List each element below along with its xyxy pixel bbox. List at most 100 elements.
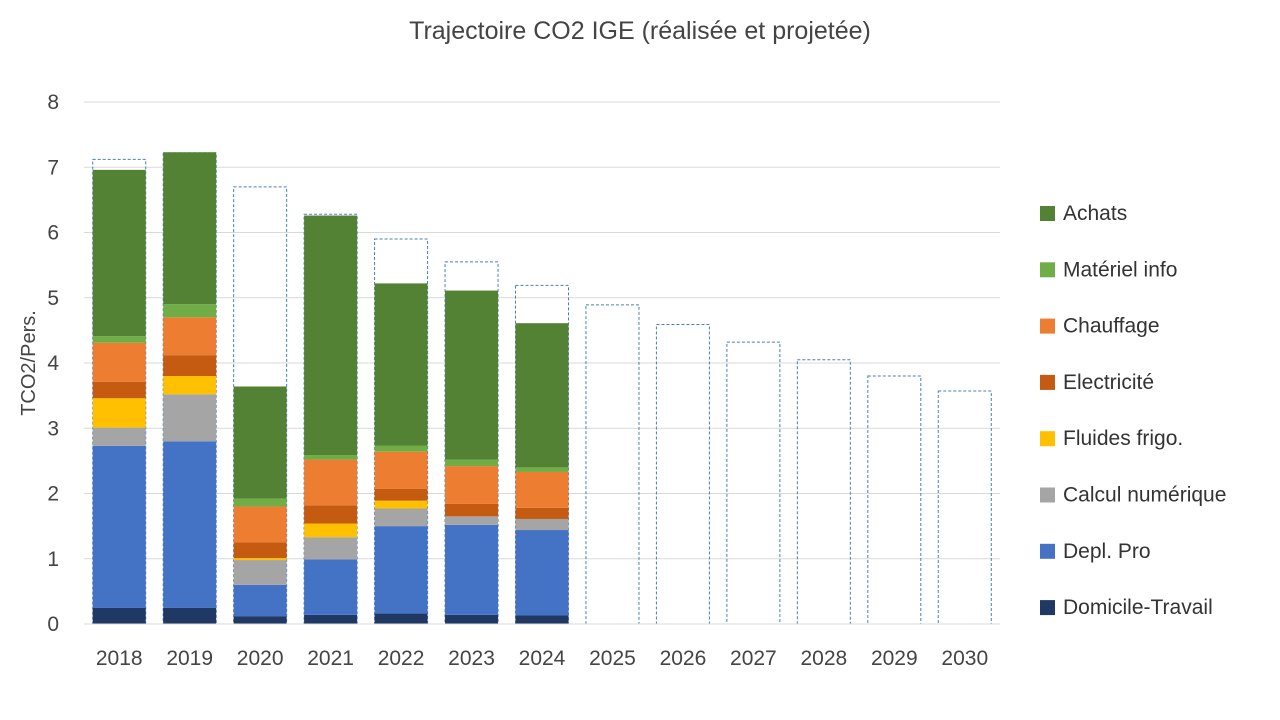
bar-segment-2023 bbox=[445, 459, 499, 467]
x-tick-label: 2018 bbox=[96, 647, 143, 670]
bar-segment-2024 bbox=[515, 507, 569, 519]
bar-segment-2019 bbox=[163, 376, 217, 395]
x-tick-label: 2025 bbox=[589, 647, 636, 670]
x-tick-label: 2023 bbox=[448, 647, 495, 670]
bar-segment-2023 bbox=[445, 516, 499, 525]
bar-segment-2020 bbox=[233, 558, 287, 561]
legend-swatch bbox=[1040, 600, 1055, 616]
legend-label: Chauffage bbox=[1063, 315, 1160, 338]
bar-segment-2021 bbox=[304, 614, 358, 624]
bar-segment-2021 bbox=[304, 537, 358, 560]
legend-label: Electricité bbox=[1063, 371, 1154, 394]
bar-segment-2020 bbox=[233, 560, 287, 585]
bar-segment-2020 bbox=[233, 498, 287, 507]
legend-swatch bbox=[1040, 206, 1055, 221]
bar-segment-2018 bbox=[92, 342, 146, 382]
bar-segment-2018 bbox=[92, 169, 146, 337]
bar-segment-2020 bbox=[233, 506, 287, 543]
bar-segment-2023 bbox=[445, 503, 499, 517]
legend-label: Depl. Pro bbox=[1063, 540, 1151, 563]
x-axis-ticks: 2018 2019 2020 2021 2022 2023 2024 2025 2026 2027… bbox=[96, 647, 988, 670]
legend-label: Domicile-Travail bbox=[1063, 596, 1213, 619]
legend-label: Calcul numérique bbox=[1063, 484, 1226, 507]
legend-swatch bbox=[1040, 374, 1055, 390]
bar-segment-2022 bbox=[374, 508, 428, 527]
bar-segment-2024 bbox=[515, 530, 569, 616]
bar-segment-2018 bbox=[92, 398, 146, 428]
x-tick-label: 2029 bbox=[871, 647, 918, 670]
x-tick-label: 2024 bbox=[519, 647, 566, 670]
bar-segment-2019 bbox=[163, 607, 217, 624]
legend-label: Matériel info bbox=[1063, 258, 1177, 281]
bar-segment-2019 bbox=[163, 355, 217, 377]
legend-swatch bbox=[1040, 431, 1055, 447]
bar-segment-2018 bbox=[92, 445, 146, 608]
bar-segment-2022 bbox=[374, 445, 428, 452]
bar-segment-2019 bbox=[163, 152, 217, 305]
bar-segment-2024 bbox=[515, 615, 569, 624]
projection-bar-2027 bbox=[726, 341, 781, 625]
x-tick-label: 2028 bbox=[800, 647, 847, 670]
x-tick-label: 2026 bbox=[660, 647, 707, 670]
bar-segment-2018 bbox=[92, 427, 146, 446]
projection-bar-2029 bbox=[867, 375, 922, 625]
bar-segment-2023 bbox=[445, 524, 499, 615]
x-tick-label: 2020 bbox=[237, 647, 284, 670]
bar-segment-2021 bbox=[304, 215, 358, 456]
bar-segment-2018 bbox=[92, 381, 146, 399]
x-tick-label: 2027 bbox=[730, 647, 777, 670]
bar-segment-2022 bbox=[374, 526, 428, 614]
legend-label: Fluides frigo. bbox=[1063, 427, 1183, 450]
y-tick-label: 5 bbox=[47, 287, 59, 310]
bar-segment-2024 bbox=[515, 518, 569, 531]
bar-segment-2018 bbox=[92, 607, 146, 624]
bar-segment-2022 bbox=[374, 488, 428, 501]
bar-segment-2019 bbox=[163, 317, 217, 356]
legend-swatch bbox=[1040, 318, 1055, 334]
bar-segment-2023 bbox=[445, 614, 499, 624]
projection-bar-2028 bbox=[796, 359, 851, 625]
bar-segment-2019 bbox=[163, 304, 217, 318]
legend-swatch bbox=[1040, 487, 1055, 503]
y-tick-label: 3 bbox=[47, 417, 59, 440]
x-tick-label: 2022 bbox=[378, 647, 425, 670]
bar-segment-2022 bbox=[374, 613, 428, 624]
y-axis-ticks: 0 1 2 3 4 5 6 7 8 bbox=[47, 91, 59, 636]
bar-segment-2021 bbox=[304, 523, 358, 538]
y-tick-label: 0 bbox=[47, 613, 59, 636]
bar-segment-2021 bbox=[304, 455, 358, 460]
bar-segment-2022 bbox=[374, 500, 428, 509]
legend: Achats Matériel info Chauffage Electricité F… bbox=[1040, 202, 1226, 619]
bar-segment-2020 bbox=[233, 386, 287, 499]
bar-segment-2022 bbox=[374, 283, 428, 446]
legend-swatch bbox=[1040, 543, 1055, 559]
legend-label: Achats bbox=[1063, 202, 1127, 225]
bar-segment-2021 bbox=[304, 559, 358, 615]
x-tick-label: 2019 bbox=[166, 647, 213, 670]
bar-segment-2019 bbox=[163, 441, 217, 608]
y-tick-label: 1 bbox=[47, 548, 59, 571]
bar-segment-2020 bbox=[233, 584, 287, 617]
chart-title: Trajectoire CO2 IGE (réalisée et projeté… bbox=[409, 17, 871, 45]
bar-segment-2021 bbox=[304, 459, 358, 506]
x-tick-label: 2030 bbox=[941, 647, 988, 670]
bar-segment-2020 bbox=[233, 542, 287, 559]
y-axis-title: TCO2/Pers. bbox=[18, 310, 40, 416]
bar-segment-2024 bbox=[515, 467, 569, 472]
bar-segment-2021 bbox=[304, 505, 358, 524]
y-tick-label: 6 bbox=[47, 222, 59, 245]
y-tick-label: 8 bbox=[47, 91, 59, 114]
bar-segment-2020 bbox=[233, 616, 287, 624]
y-tick-label: 2 bbox=[47, 483, 59, 506]
x-tick-label: 2021 bbox=[307, 647, 354, 670]
bar-segment-2024 bbox=[515, 471, 569, 508]
legend-swatch bbox=[1040, 262, 1055, 278]
bar-segment-2022 bbox=[374, 451, 428, 489]
projection-bar-2026 bbox=[655, 324, 710, 625]
bar-segment-2023 bbox=[445, 466, 499, 504]
y-tick-label: 7 bbox=[47, 156, 59, 179]
projection-bar-2030 bbox=[937, 390, 992, 625]
stacked-bars bbox=[92, 152, 569, 624]
bar-segment-2024 bbox=[515, 323, 569, 468]
